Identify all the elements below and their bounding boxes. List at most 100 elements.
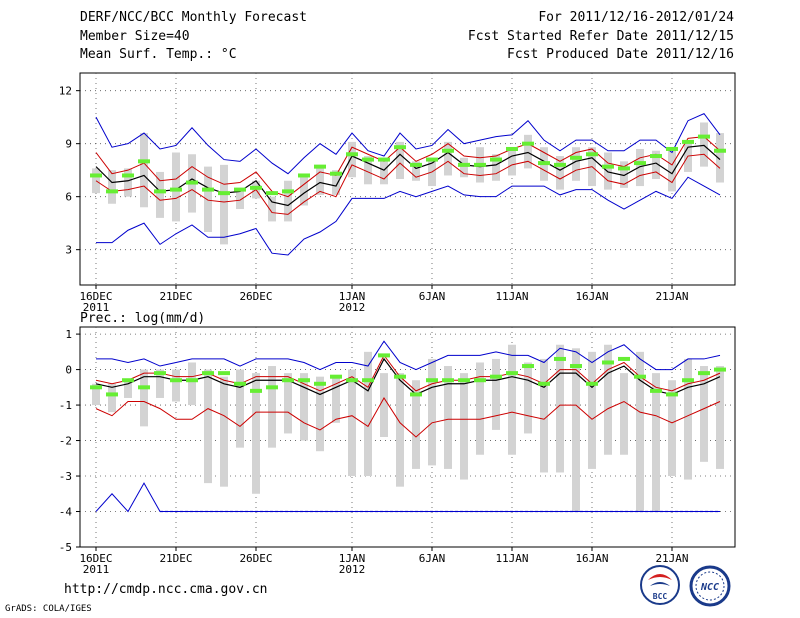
- prec-obs-bar: [396, 373, 404, 487]
- temp-obs-bar: [172, 152, 180, 222]
- prec-obs-bar: [556, 344, 564, 473]
- prec-ensemble-marker: [666, 392, 678, 397]
- temp-obs-bar: [700, 122, 708, 167]
- temp-ensemble-marker: [410, 162, 422, 167]
- prec-xtick-label: 1JAN: [339, 552, 366, 565]
- prec-obs-bar: [316, 376, 324, 452]
- prec-obs-bar: [188, 362, 196, 406]
- prec-line-max: [96, 340, 721, 371]
- prec-ensemble-marker: [522, 364, 534, 369]
- temp-obs-bar: [348, 141, 356, 178]
- prec-ensemble-marker: [698, 371, 710, 376]
- prec-ensemble-marker: [266, 385, 278, 390]
- prec-obs-bar: [620, 373, 628, 455]
- temp-ensemble-marker: [138, 159, 150, 164]
- prec-ensemble-marker: [330, 374, 342, 379]
- prec-obs-bar: [716, 366, 724, 469]
- prec-ensemble-marker: [474, 378, 486, 383]
- prec-obs-bar: [412, 380, 420, 469]
- temp-ensemble-marker: [298, 173, 310, 178]
- temp-ensemble-marker: [250, 185, 262, 190]
- prec-obs-bar: [492, 358, 500, 430]
- ncc-logo-text: NCC: [700, 582, 719, 593]
- prec-ensemble-marker: [170, 378, 182, 383]
- source-url[interactable]: http://cmdp.ncc.cma.gov.cn: [64, 582, 268, 597]
- prec-obs-bar: [508, 344, 516, 455]
- temp-obs-bar: [556, 156, 564, 190]
- temp-ensemble-marker: [586, 152, 598, 157]
- prec-obs-bar: [220, 376, 228, 487]
- temp-ensemble-marker: [682, 139, 694, 144]
- temp-obs-bar: [396, 141, 404, 179]
- forecast-produced-date: Fcst Produced Date 2011/12/16: [507, 47, 734, 62]
- prec-ensemble-marker: [538, 381, 550, 386]
- prec-obs-bar: [140, 369, 148, 427]
- bcc-logo-text: BCC: [653, 592, 668, 601]
- temp-ensemble-marker: [458, 162, 470, 167]
- ncc-logo-icon: NCC: [689, 565, 731, 607]
- prec-ytick-label: -3: [59, 470, 72, 483]
- prec-obs-bar: [332, 376, 340, 423]
- prec-obs-bar: [588, 351, 596, 469]
- prec-ensemble-marker: [378, 353, 390, 358]
- prec-ensemble-marker: [394, 374, 406, 379]
- temp-ensemble-marker: [394, 145, 406, 150]
- temp-ensemble-marker: [426, 157, 438, 162]
- temp-obs-bar: [108, 170, 116, 204]
- temp-xtick-label: 1JAN: [339, 290, 366, 303]
- prec-ensemble-marker: [106, 392, 118, 397]
- temp-obs-bar: [668, 148, 676, 192]
- temp-ensemble-marker: [618, 166, 630, 171]
- temp-line-upper-std: [95, 136, 721, 198]
- prec-obs-bar: [604, 344, 612, 455]
- prec-ensemble-marker: [154, 371, 166, 376]
- prec-ensemble-marker: [570, 364, 582, 369]
- temp-obs-bar: [124, 168, 132, 197]
- prec-line-lower-std: [95, 397, 721, 438]
- temp-obs-bar: [716, 133, 724, 183]
- prec-obs-bar: [124, 380, 132, 398]
- temp-panel-title: Mean Surf. Temp.: °C: [80, 47, 237, 62]
- prec-ytick-label: 0: [65, 364, 72, 377]
- temp-xtick-label: 21DEC: [159, 290, 192, 303]
- prec-ensemble-marker: [554, 356, 566, 361]
- temp-xtick-label: 21JAN: [655, 290, 688, 303]
- temp-ensemble-marker: [154, 189, 166, 194]
- temp-xtick-year: 2011: [83, 301, 110, 314]
- temp-ensemble-marker: [538, 161, 550, 166]
- temp-line-ensemble-mean: [95, 144, 721, 207]
- prec-xtick-label: 21JAN: [655, 552, 688, 565]
- temp-ytick-label: 12: [59, 85, 72, 98]
- prec-ytick-label: -5: [59, 541, 72, 554]
- prec-obs-bar: [460, 373, 468, 480]
- prec-ensemble-marker: [682, 378, 694, 383]
- prec-ensemble-marker: [442, 378, 454, 383]
- temp-ensemble-marker: [362, 157, 374, 162]
- prec-obs-bar: [268, 366, 276, 448]
- temp-ensemble-marker: [314, 164, 326, 169]
- prec-ensemble-marker: [234, 381, 246, 386]
- prec-ytick-label: -1: [59, 399, 72, 412]
- temp-obs-bar: [492, 154, 500, 181]
- temp-ensemble-marker: [202, 187, 214, 192]
- temp-obs-bar: [524, 134, 532, 169]
- prec-ytick-label: -4: [59, 506, 73, 519]
- temp-obs-bar: [460, 157, 468, 178]
- prec-obs-bar: [700, 366, 708, 462]
- temp-obs-bar: [316, 164, 324, 195]
- temp-ensemble-marker: [602, 164, 614, 169]
- temp-ensemble-marker: [346, 152, 358, 157]
- prec-obs-bar: [444, 366, 452, 469]
- temp-obs-bar: [572, 147, 580, 181]
- prec-line-upper-std: [95, 354, 721, 392]
- prec-ensemble-marker: [410, 392, 422, 397]
- prec-obs-bar: [668, 380, 676, 477]
- temp-ensemble-marker: [266, 191, 278, 196]
- prec-ensemble-marker: [218, 371, 230, 376]
- prec-obs-bar: [108, 383, 116, 413]
- prec-obs-bar: [636, 351, 644, 512]
- temp-ytick-label: 6: [65, 191, 72, 204]
- prec-ensemble-marker: [250, 388, 262, 393]
- forecast-period: For 2011/12/16-2012/01/24: [538, 10, 734, 25]
